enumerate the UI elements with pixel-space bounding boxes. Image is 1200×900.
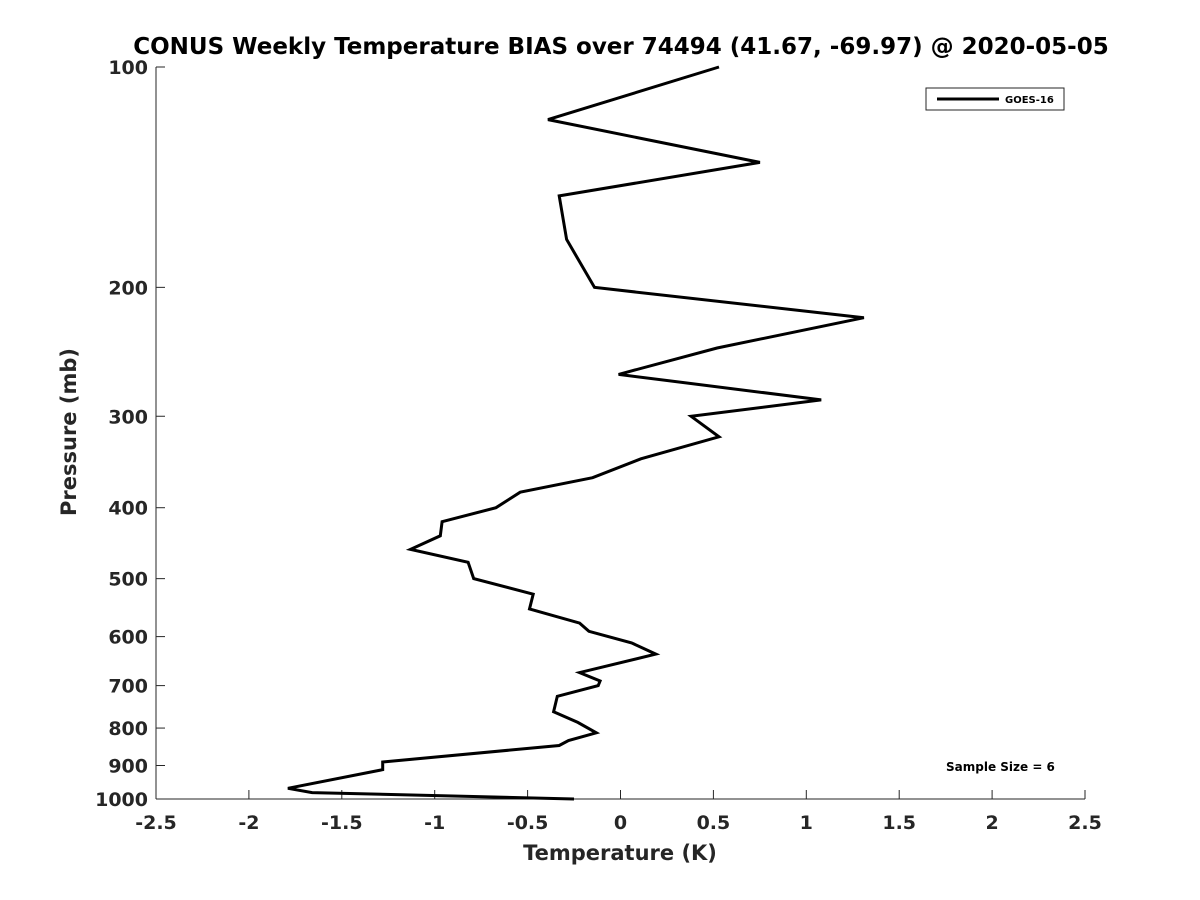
y-axis-ticks: 100 200 300 400 500 600 700 800 900 1000 [95,57,165,811]
y-tick-label: 900 [108,756,148,778]
x-axis-label: Temperature (K) [523,841,717,865]
y-tick-label: 800 [108,718,148,740]
series-line-goes-16 [287,65,865,801]
x-tick-label: 0 [614,812,627,834]
legend-entry-goes-16: GOES-16 [1005,95,1054,106]
x-tick-label: 1 [800,812,813,834]
y-tick-label: 1000 [95,789,148,811]
y-tick-label: 700 [108,676,148,698]
y-tick-label: 100 [108,57,148,79]
series-layer [287,65,865,801]
y-tick-label: 400 [108,498,148,520]
x-axis-ticks: -2.5 -2 -1.5 -1 -0.5 0 0.5 1 1.5 2 2.5 [135,790,1102,834]
x-tick-label: 2.5 [1068,812,1102,834]
x-tick-label: -1.5 [321,812,363,834]
x-tick-label: -2 [238,812,259,834]
x-tick-label: -1 [424,812,445,834]
x-tick-label: -2.5 [135,812,177,834]
x-tick-label: -0.5 [507,812,549,834]
chart-title: CONUS Weekly Temperature BIAS over 74494… [133,34,1108,60]
x-tick-label: 1.5 [882,812,916,834]
y-tick-label: 300 [108,406,148,428]
y-tick-label: 500 [108,569,148,591]
legend: GOES-16 [925,87,1065,111]
y-axis-label: Pressure (mb) [57,348,81,516]
sample-size-annotation: Sample Size = 6 [946,760,1055,774]
x-tick-label: 2 [985,812,998,834]
x-tick-label: 0.5 [697,812,731,834]
y-tick-label: 200 [108,277,148,299]
y-tick-label: 600 [108,627,148,649]
